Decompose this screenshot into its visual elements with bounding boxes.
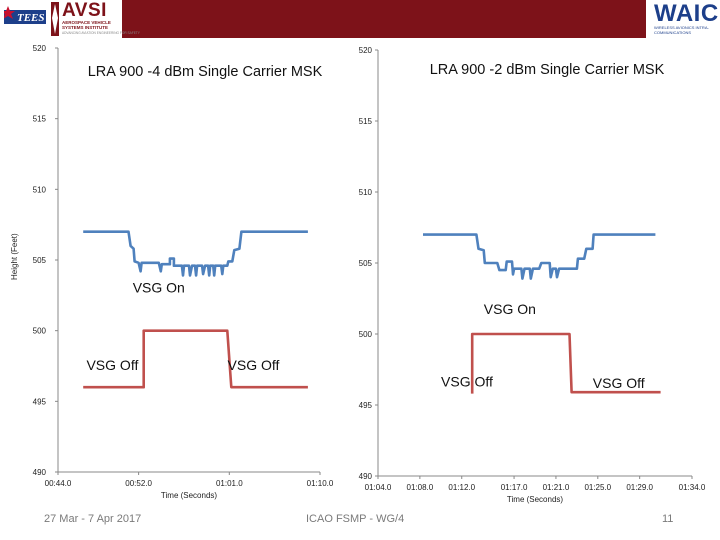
chart-1-x-axis-label: Time (Seconds) — [507, 495, 564, 504]
avsi-logo-tagline: ADVANCING AVIATION ENGINEERING FOR SAFET… — [62, 31, 140, 35]
tees-logo-icon: TEES — [4, 6, 46, 24]
avsi-logo — [50, 0, 122, 38]
chart-0-x-axis-label: Time (Seconds) — [161, 491, 218, 500]
chart-0-title: LRA 900 -4 dBm Single Carrier MSK — [88, 64, 323, 80]
chart-0-y-tick-label: 515 — [33, 115, 47, 124]
tees-logo-text: TEES — [17, 12, 45, 24]
chart-0-x-tick-label: 01:10.0 — [307, 479, 334, 488]
header-red-band — [122, 0, 646, 38]
chart-0-y-tick-label: 505 — [33, 256, 47, 265]
chart-0-y-tick-label: 520 — [33, 44, 47, 53]
chart-1-x-tick-label: 01:12.0 — [448, 483, 475, 492]
chart-1-height-series-line — [423, 233, 656, 280]
avsi-logo-mark-icon — [51, 2, 59, 36]
waic-logo-subtitle: WIRELESS AVIONICS INTRA-COMMUNICATIONS — [654, 25, 709, 35]
chart-1-title: LRA 900 -2 dBm Single Carrier MSK — [430, 62, 665, 78]
chart-1-x-tick-label: 01:04.0 — [365, 483, 392, 492]
avsi-logo-subtitle-2: SYSTEMS INSTITUTE — [62, 25, 109, 30]
chart-0-y-tick-label: 495 — [33, 397, 47, 406]
chart-0-y-tick-label: 490 — [33, 468, 47, 477]
chart-0-annotation: VSG On — [133, 280, 185, 296]
footer-date: 27 Mar - 7 Apr 2017 — [44, 513, 142, 525]
chart-0-y-tick-label: 510 — [33, 185, 47, 194]
chart-1-x-tick-label: 01:21.0 — [543, 483, 570, 492]
chart-1-x-tick-label: 01:34.0 — [679, 483, 706, 492]
footer-meeting: ICAO FSMP - WG/4 — [306, 513, 405, 525]
avsi-logo-title: AVSI — [62, 0, 107, 21]
chart-1-y-tick-label: 495 — [359, 401, 373, 410]
chart-0-y-tick-label: 500 — [33, 327, 47, 336]
chart-0-annotation: VSG Off — [228, 357, 280, 373]
chart-1-x-tick-label: 01:08.0 — [407, 483, 434, 492]
chart-1-x-tick-label: 01:25.0 — [584, 483, 611, 492]
chart-1-annotation: VSG On — [484, 301, 536, 317]
chart-1-vsg-series-line — [470, 332, 661, 394]
chart-1-x-tick-label: 01:29.0 — [626, 483, 653, 492]
chart-1-y-tick-label: 515 — [359, 117, 373, 126]
chart-1-y-tick-label: 510 — [359, 188, 373, 197]
chart-1-y-tick-label: 505 — [359, 259, 373, 268]
chart-1-x-tick-label: 01:17.0 — [501, 483, 528, 492]
chart-1-y-tick-label: 500 — [359, 330, 373, 339]
chart-0-x-tick-label: 01:01.0 — [216, 479, 243, 488]
chart-0-vsg-series-line — [83, 329, 308, 389]
footer-page-number: 11 — [662, 513, 674, 525]
avsi-logo-subtitle-1: AEROSPACE VEHICLE — [62, 20, 111, 25]
chart-0-x-tick-label: 00:52.0 — [125, 479, 152, 488]
chart-0-x-tick-label: 00:44.0 — [45, 479, 72, 488]
chart-1-y-tick-label: 490 — [359, 472, 373, 481]
chart-0-annotation: VSG Off — [86, 357, 138, 373]
chart-1-annotation: VSG Off — [593, 375, 645, 391]
chart-0-height-series-line — [83, 230, 308, 277]
chart-1-annotation: VSG Off — [441, 374, 493, 390]
chart-1-y-tick-label: 520 — [359, 46, 373, 55]
waic-logo-title: WAIC — [654, 0, 719, 27]
